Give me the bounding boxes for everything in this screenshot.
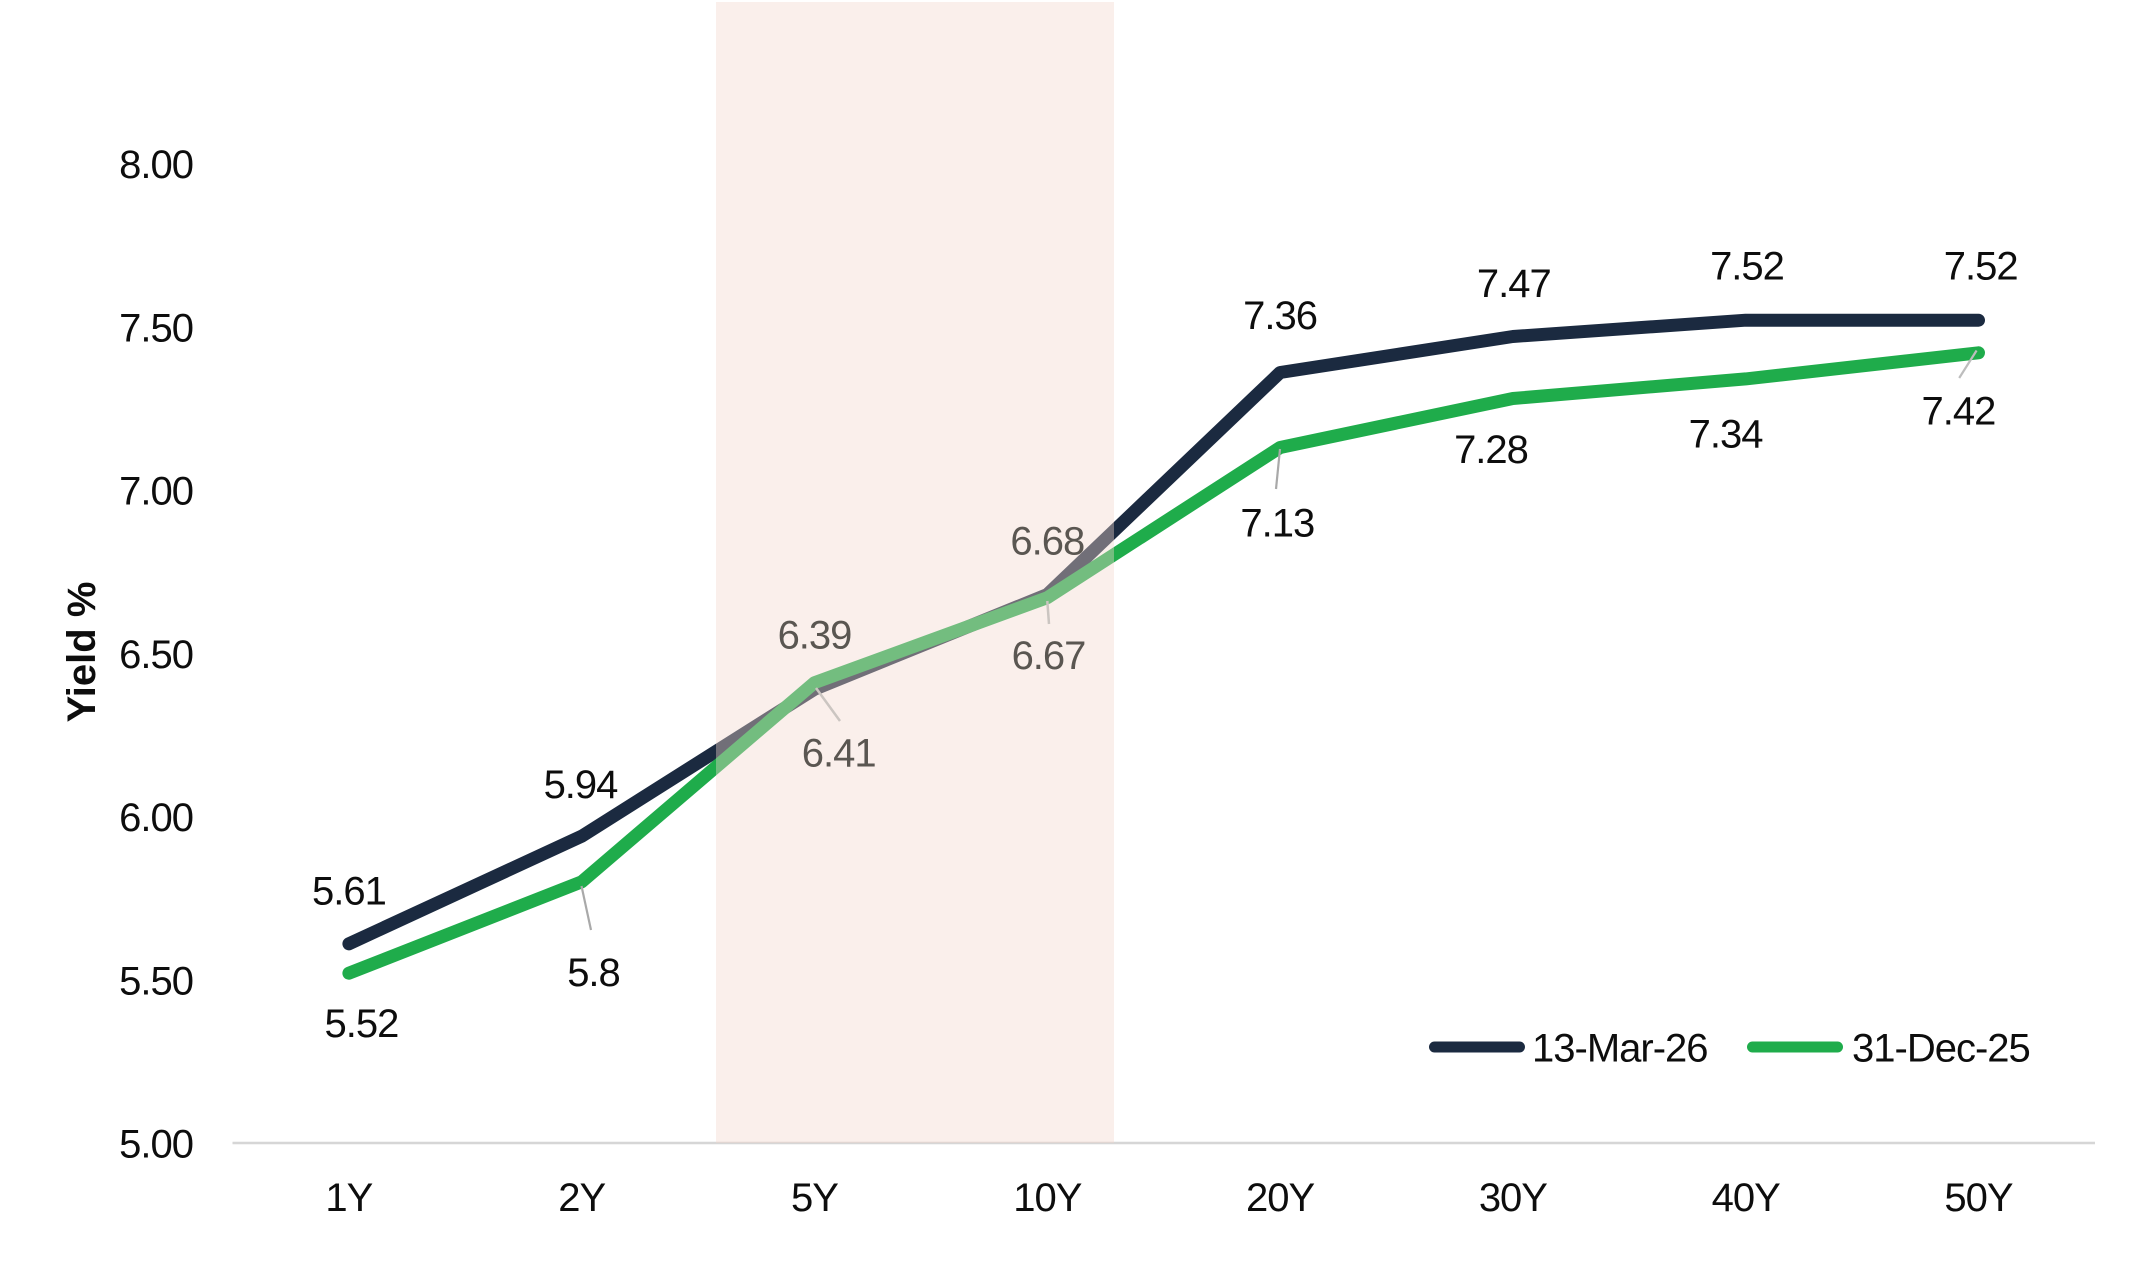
svg-text:5.8: 5.8 xyxy=(567,951,620,995)
svg-text:7.52: 7.52 xyxy=(1710,245,1784,289)
svg-text:5.94: 5.94 xyxy=(544,763,619,807)
svg-text:7.42: 7.42 xyxy=(1921,390,1995,434)
svg-text:30Y: 30Y xyxy=(1479,1176,1547,1220)
svg-text:7.13: 7.13 xyxy=(1240,502,1314,546)
svg-text:6.41: 6.41 xyxy=(802,731,876,775)
svg-text:5.50: 5.50 xyxy=(119,959,193,1003)
svg-text:10Y: 10Y xyxy=(1013,1176,1081,1220)
svg-text:5.61: 5.61 xyxy=(312,870,386,914)
svg-text:40Y: 40Y xyxy=(1712,1176,1780,1220)
svg-text:6.00: 6.00 xyxy=(119,796,193,840)
svg-text:7.36: 7.36 xyxy=(1243,294,1317,338)
svg-text:7.00: 7.00 xyxy=(119,470,193,514)
svg-text:7.47: 7.47 xyxy=(1477,262,1551,306)
svg-text:50Y: 50Y xyxy=(1944,1176,2012,1220)
svg-text:13-Mar-26: 13-Mar-26 xyxy=(1532,1027,1708,1071)
svg-text:5Y: 5Y xyxy=(791,1176,838,1220)
svg-text:6.39: 6.39 xyxy=(778,614,852,658)
svg-text:7.34: 7.34 xyxy=(1689,412,1764,456)
svg-text:6.68: 6.68 xyxy=(1010,519,1084,563)
svg-text:5.00: 5.00 xyxy=(119,1123,193,1167)
svg-text:2Y: 2Y xyxy=(558,1176,605,1220)
svg-text:Yield %: Yield % xyxy=(60,582,104,723)
svg-text:7.28: 7.28 xyxy=(1454,428,1528,472)
svg-text:20Y: 20Y xyxy=(1246,1176,1314,1220)
svg-text:31-Dec-25: 31-Dec-25 xyxy=(1852,1027,2030,1071)
svg-text:1Y: 1Y xyxy=(325,1176,372,1220)
svg-text:5.52: 5.52 xyxy=(324,1002,398,1046)
svg-text:7.50: 7.50 xyxy=(119,307,193,351)
svg-text:6.67: 6.67 xyxy=(1012,634,1086,678)
svg-text:6.50: 6.50 xyxy=(119,633,193,677)
svg-text:8.00: 8.00 xyxy=(119,143,193,187)
svg-text:7.52: 7.52 xyxy=(1944,245,2018,289)
